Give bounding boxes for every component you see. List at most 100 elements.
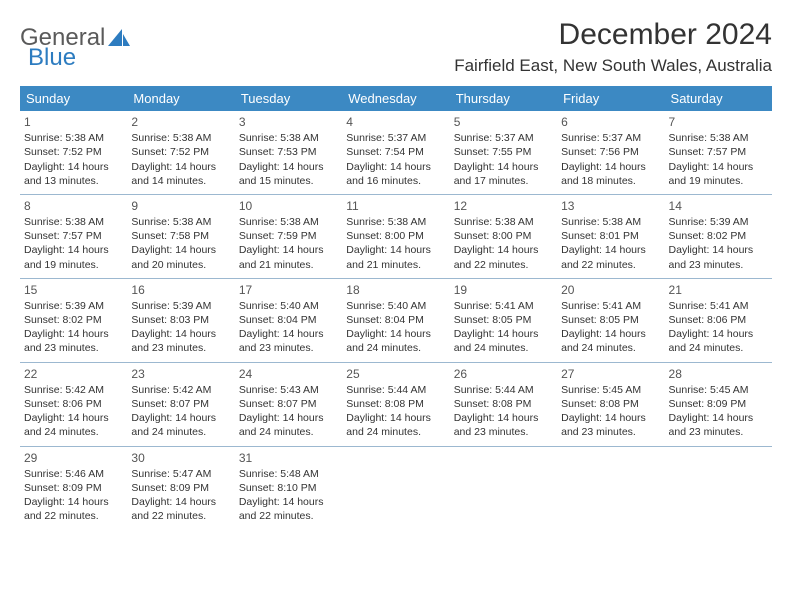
day-cell: 7Sunrise: 5:38 AMSunset: 7:57 PMDaylight…	[665, 111, 772, 194]
day-cell: 24Sunrise: 5:43 AMSunset: 8:07 PMDayligh…	[235, 362, 342, 446]
day-cell: 15Sunrise: 5:39 AMSunset: 8:02 PMDayligh…	[20, 278, 127, 362]
daylight-text: Daylight: 14 hours and 24 minutes.	[346, 327, 445, 355]
sunrise-text: Sunrise: 5:45 AM	[561, 383, 660, 397]
day-cell: 18Sunrise: 5:40 AMSunset: 8:04 PMDayligh…	[342, 278, 449, 362]
daylight-text: Daylight: 14 hours and 23 minutes.	[454, 411, 553, 439]
daylight-text: Daylight: 14 hours and 22 minutes.	[239, 495, 338, 523]
sunrise-text: Sunrise: 5:46 AM	[24, 467, 123, 481]
day-header: Friday	[557, 86, 664, 111]
sunset-text: Sunset: 8:07 PM	[239, 397, 338, 411]
sunset-text: Sunset: 8:06 PM	[669, 313, 768, 327]
sunrise-text: Sunrise: 5:41 AM	[561, 299, 660, 313]
daylight-text: Daylight: 14 hours and 23 minutes.	[669, 411, 768, 439]
daylight-text: Daylight: 14 hours and 18 minutes.	[561, 160, 660, 188]
sunrise-text: Sunrise: 5:48 AM	[239, 467, 338, 481]
sunset-text: Sunset: 7:57 PM	[24, 229, 123, 243]
daylight-text: Daylight: 14 hours and 22 minutes.	[131, 495, 230, 523]
daylight-text: Daylight: 14 hours and 23 minutes.	[669, 243, 768, 271]
day-number: 5	[454, 114, 553, 130]
month-title: December 2024	[454, 18, 772, 52]
daylight-text: Daylight: 14 hours and 14 minutes.	[131, 160, 230, 188]
sunrise-text: Sunrise: 5:38 AM	[346, 215, 445, 229]
sunrise-text: Sunrise: 5:37 AM	[561, 131, 660, 145]
location: Fairfield East, New South Wales, Austral…	[454, 56, 772, 76]
daylight-text: Daylight: 14 hours and 13 minutes.	[24, 160, 123, 188]
calendar-table: SundayMondayTuesdayWednesdayThursdayFrid…	[20, 86, 772, 529]
daylight-text: Daylight: 14 hours and 21 minutes.	[239, 243, 338, 271]
sunrise-text: Sunrise: 5:38 AM	[561, 215, 660, 229]
day-header: Wednesday	[342, 86, 449, 111]
empty-cell	[557, 446, 664, 529]
day-cell: 14Sunrise: 5:39 AMSunset: 8:02 PMDayligh…	[665, 194, 772, 278]
sunset-text: Sunset: 8:08 PM	[346, 397, 445, 411]
day-number: 29	[24, 450, 123, 466]
day-cell: 31Sunrise: 5:48 AMSunset: 8:10 PMDayligh…	[235, 446, 342, 529]
day-cell: 28Sunrise: 5:45 AMSunset: 8:09 PMDayligh…	[665, 362, 772, 446]
day-number: 27	[561, 366, 660, 382]
day-number: 1	[24, 114, 123, 130]
day-cell: 17Sunrise: 5:40 AMSunset: 8:04 PMDayligh…	[235, 278, 342, 362]
day-cell: 26Sunrise: 5:44 AMSunset: 8:08 PMDayligh…	[450, 362, 557, 446]
daylight-text: Daylight: 14 hours and 24 minutes.	[561, 327, 660, 355]
sunset-text: Sunset: 8:09 PM	[24, 481, 123, 495]
day-cell: 23Sunrise: 5:42 AMSunset: 8:07 PMDayligh…	[127, 362, 234, 446]
sunrise-text: Sunrise: 5:38 AM	[454, 215, 553, 229]
sunrise-text: Sunrise: 5:38 AM	[24, 215, 123, 229]
day-cell: 21Sunrise: 5:41 AMSunset: 8:06 PMDayligh…	[665, 278, 772, 362]
sunset-text: Sunset: 8:00 PM	[346, 229, 445, 243]
sunset-text: Sunset: 8:06 PM	[24, 397, 123, 411]
day-number: 16	[131, 282, 230, 298]
day-number: 8	[24, 198, 123, 214]
day-number: 23	[131, 366, 230, 382]
sunset-text: Sunset: 8:03 PM	[131, 313, 230, 327]
day-cell: 5Sunrise: 5:37 AMSunset: 7:55 PMDaylight…	[450, 111, 557, 194]
daylight-text: Daylight: 14 hours and 21 minutes.	[346, 243, 445, 271]
sunrise-text: Sunrise: 5:41 AM	[454, 299, 553, 313]
day-header: Saturday	[665, 86, 772, 111]
day-number: 12	[454, 198, 553, 214]
daylight-text: Daylight: 14 hours and 24 minutes.	[24, 411, 123, 439]
sunrise-text: Sunrise: 5:41 AM	[669, 299, 768, 313]
sunrise-text: Sunrise: 5:42 AM	[131, 383, 230, 397]
day-number: 9	[131, 198, 230, 214]
week-row: 1Sunrise: 5:38 AMSunset: 7:52 PMDaylight…	[20, 111, 772, 194]
sunset-text: Sunset: 8:05 PM	[454, 313, 553, 327]
sunrise-text: Sunrise: 5:38 AM	[239, 215, 338, 229]
title-block: December 2024 Fairfield East, New South …	[454, 18, 772, 76]
sunset-text: Sunset: 8:04 PM	[346, 313, 445, 327]
daylight-text: Daylight: 14 hours and 22 minutes.	[24, 495, 123, 523]
daylight-text: Daylight: 14 hours and 23 minutes.	[131, 327, 230, 355]
day-cell: 1Sunrise: 5:38 AMSunset: 7:52 PMDaylight…	[20, 111, 127, 194]
day-number: 11	[346, 198, 445, 214]
day-cell: 11Sunrise: 5:38 AMSunset: 8:00 PMDayligh…	[342, 194, 449, 278]
sunset-text: Sunset: 7:58 PM	[131, 229, 230, 243]
sunrise-text: Sunrise: 5:42 AM	[24, 383, 123, 397]
daylight-text: Daylight: 14 hours and 23 minutes.	[561, 411, 660, 439]
sunrise-text: Sunrise: 5:38 AM	[669, 131, 768, 145]
day-number: 30	[131, 450, 230, 466]
day-header-row: SundayMondayTuesdayWednesdayThursdayFrid…	[20, 86, 772, 111]
daylight-text: Daylight: 14 hours and 19 minutes.	[24, 243, 123, 271]
day-number: 13	[561, 198, 660, 214]
sunrise-text: Sunrise: 5:40 AM	[346, 299, 445, 313]
day-number: 24	[239, 366, 338, 382]
day-number: 17	[239, 282, 338, 298]
sunrise-text: Sunrise: 5:39 AM	[131, 299, 230, 313]
day-number: 22	[24, 366, 123, 382]
day-header: Monday	[127, 86, 234, 111]
header: General December 2024 Fairfield East, Ne…	[20, 18, 772, 76]
sunset-text: Sunset: 7:56 PM	[561, 145, 660, 159]
day-cell: 2Sunrise: 5:38 AMSunset: 7:52 PMDaylight…	[127, 111, 234, 194]
day-cell: 8Sunrise: 5:38 AMSunset: 7:57 PMDaylight…	[20, 194, 127, 278]
daylight-text: Daylight: 14 hours and 23 minutes.	[239, 327, 338, 355]
empty-cell	[450, 446, 557, 529]
sunrise-text: Sunrise: 5:38 AM	[131, 131, 230, 145]
day-number: 21	[669, 282, 768, 298]
sunrise-text: Sunrise: 5:44 AM	[346, 383, 445, 397]
day-cell: 3Sunrise: 5:38 AMSunset: 7:53 PMDaylight…	[235, 111, 342, 194]
sunset-text: Sunset: 8:07 PM	[131, 397, 230, 411]
day-number: 31	[239, 450, 338, 466]
day-number: 28	[669, 366, 768, 382]
daylight-text: Daylight: 14 hours and 24 minutes.	[454, 327, 553, 355]
sunset-text: Sunset: 8:08 PM	[561, 397, 660, 411]
